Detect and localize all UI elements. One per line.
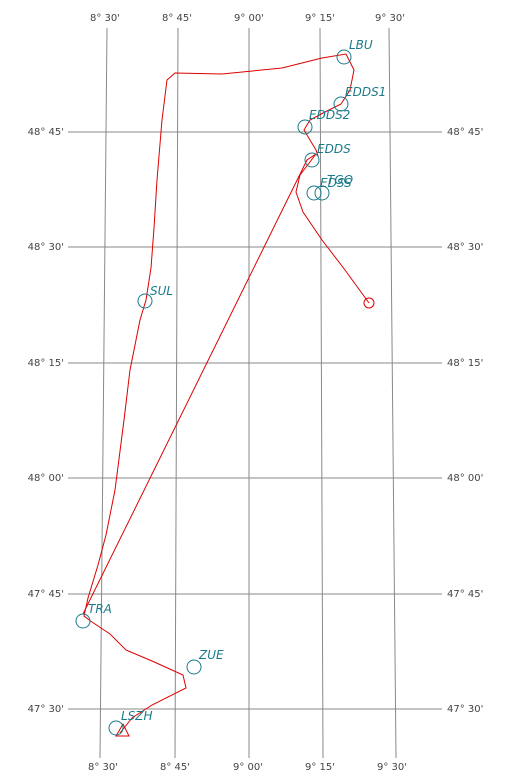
waypoint-marker bbox=[186, 659, 202, 675]
lon-label: 9° 15' bbox=[305, 13, 335, 24]
lat-label: 48° 00' bbox=[28, 473, 64, 484]
lon-label: 8° 45' bbox=[162, 13, 192, 24]
lon-label: 9° 00' bbox=[233, 762, 263, 773]
meridian bbox=[174, 27, 179, 759]
waypoint-marker bbox=[306, 185, 322, 201]
flight-track bbox=[82, 153, 370, 615]
waypoint-label: LSZH bbox=[121, 709, 153, 723]
waypoint-label: EDDS1 bbox=[345, 85, 386, 99]
waypoint-label: ZUE bbox=[198, 648, 224, 662]
lat-label: 48° 45' bbox=[28, 127, 64, 138]
lon-label: 9° 15' bbox=[305, 762, 335, 773]
lat-label: 47° 45' bbox=[28, 589, 64, 600]
lat-label: 48° 30' bbox=[447, 242, 483, 253]
lat-label: 48° 45' bbox=[447, 127, 483, 138]
waypoint-label: SUL bbox=[150, 284, 173, 298]
waypoint-marker bbox=[314, 185, 330, 201]
lat-label: 48° 15' bbox=[447, 358, 483, 369]
waypoint-label: EDSS bbox=[320, 176, 352, 190]
lon-label: 8° 30' bbox=[88, 762, 118, 773]
lat-label: 47° 30' bbox=[28, 704, 64, 715]
lon-label: 8° 30' bbox=[90, 13, 120, 24]
waypoint-marker bbox=[75, 613, 91, 629]
lon-label: 9° 30' bbox=[377, 762, 407, 773]
waypoint-marker bbox=[333, 96, 349, 112]
graticule bbox=[68, 27, 442, 759]
waypoint-marker bbox=[336, 49, 352, 65]
lon-label: 9° 30' bbox=[375, 13, 405, 24]
meridian bbox=[319, 27, 324, 759]
lon-label: 9° 00' bbox=[234, 13, 264, 24]
grid-labels: 8° 30' 8° 30' 8° 45' 8° 45' 9° 00' 9° 00' 9° 1… bbox=[28, 13, 484, 773]
meridian bbox=[388, 27, 397, 759]
lat-label: 47° 30' bbox=[447, 704, 483, 715]
flight-track bbox=[83, 53, 355, 734]
waypoint-marker bbox=[297, 119, 313, 135]
waypoint-label: TRA bbox=[88, 602, 112, 616]
lon-label: 8° 45' bbox=[160, 762, 190, 773]
start-marker bbox=[115, 722, 130, 737]
lat-label: 48° 15' bbox=[28, 358, 64, 369]
meridian bbox=[99, 27, 108, 759]
lat-label: 48° 30' bbox=[28, 242, 64, 253]
waypoint-label: EDDS2 bbox=[309, 108, 350, 122]
waypoint-label: EDDS bbox=[317, 142, 351, 156]
waypoint-marker bbox=[137, 293, 153, 309]
waypoint-label: LBU bbox=[349, 38, 373, 52]
waypoint-marker bbox=[304, 152, 320, 168]
waypoint-label: TGO bbox=[327, 173, 353, 187]
lat-label: 48° 00' bbox=[447, 473, 483, 484]
end-marker bbox=[363, 297, 375, 309]
lat-label: 47° 45' bbox=[447, 589, 483, 600]
waypoint-marker bbox=[108, 720, 124, 736]
